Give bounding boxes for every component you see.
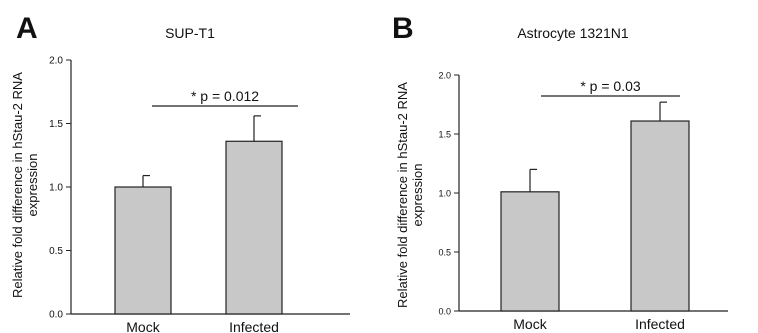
panel-a-ytick-label: 1.5 bbox=[49, 119, 63, 130]
panel-a-category-label: Mock bbox=[126, 319, 160, 333]
panel-b-ylabel-line-2: expression bbox=[410, 164, 425, 227]
panel-a-ytick-label: 0.5 bbox=[49, 246, 63, 257]
panel-a-category-label: Infected bbox=[229, 319, 279, 333]
panel-a-ytick-label: 2.0 bbox=[49, 56, 63, 67]
panel-b-ytick-label: 1.5 bbox=[438, 130, 451, 140]
panel-b-ylabel-line-1: Relative fold difference in hStau-2 RNA bbox=[395, 82, 410, 308]
panel-a-title: SUP-T1 bbox=[165, 25, 215, 41]
panel-a-ylabel-line-2: expression bbox=[25, 154, 40, 217]
panel-a-bar-infected bbox=[226, 141, 282, 314]
panel-a: A SUP-T1 Relative fold difference in hSt… bbox=[10, 12, 350, 333]
panel-b-category-label: Infected bbox=[635, 316, 685, 332]
panel-a-significance-label: * p = 0.012 bbox=[191, 88, 259, 104]
panel-a-ytick-label: 1.0 bbox=[49, 183, 63, 194]
panel-b-label: B bbox=[392, 12, 414, 45]
panel-b-bar-mock bbox=[501, 192, 559, 311]
panel-b-significance-label: * p = 0.03 bbox=[580, 78, 641, 94]
panel-a-ytick-label: 0.0 bbox=[49, 310, 63, 321]
panel-b-category-label: Mock bbox=[513, 316, 547, 332]
panel-b-bar-infected bbox=[631, 121, 689, 311]
panel-b-title: Astrocyte 1321N1 bbox=[517, 25, 628, 41]
panel-b: B Astrocyte 1321N1 Relative fold differe… bbox=[392, 12, 728, 332]
panel-a-bar-mock bbox=[115, 187, 171, 314]
panel-a-plot: 0.0 0.5 1.0 1.5 2.0 Mock Infected * p = 0.012 bbox=[49, 56, 350, 333]
panel-b-plot: 0.0 0.5 1.0 1.5 2.0 Mock Infected * p = 0.03 bbox=[438, 71, 728, 333]
panel-a-ylabel-line-1: Relative fold difference in hStau-2 RNA bbox=[10, 72, 25, 298]
panel-b-ytick-label: 1.0 bbox=[438, 189, 451, 199]
panel-b-ytick-label: 0.0 bbox=[438, 307, 451, 317]
panel-b-ytick-label: 0.5 bbox=[438, 248, 451, 258]
panel-b-ytick-label: 2.0 bbox=[438, 71, 451, 81]
panel-a-label: A bbox=[16, 12, 38, 45]
